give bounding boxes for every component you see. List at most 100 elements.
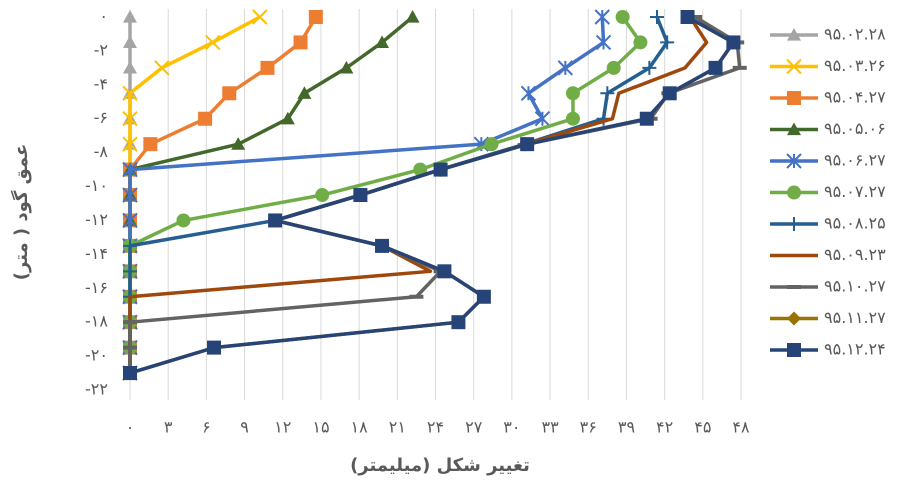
data-point [476,289,491,304]
y-tick-label: -۱۶ [85,278,108,297]
data-point [123,35,137,49]
data-point [205,34,221,51]
series [122,9,268,381]
data-point [198,111,213,126]
y-tick-label: -۱۸ [85,312,108,331]
y-tick-label: -۴ [94,74,108,93]
data-point [639,111,654,126]
data-point [660,35,675,50]
legend-label: ۹۵.۰۹.۲۳ [824,245,886,264]
data-point [122,187,138,203]
x-tick-label: ۴۸ [732,418,750,437]
legend-label: ۹۵.۱۰.۲۷ [824,277,886,296]
data-point [123,10,137,23]
data-point [375,238,390,253]
data-point [375,35,390,49]
data-point [308,10,323,24]
data-point [122,85,138,102]
data-point [222,86,237,101]
data-point [606,60,621,75]
data-point [268,213,283,228]
legend-marker [787,91,801,105]
series [123,10,323,381]
x-tick-label: ۲۱ [389,418,406,437]
legend-label: ۹۵.۰۸.۲۵ [824,214,886,233]
series [123,10,741,381]
data-point [642,60,657,75]
y-tick-label: -۲ [94,40,108,59]
x-tick-label: ۳۶ [580,418,597,437]
legend-marker [786,58,802,75]
x-tick-label: ۳۹ [618,418,635,437]
data-point [280,111,295,125]
x-tick-label: ۲۷ [465,418,483,437]
legend-label: ۹۵.۱۲.۲۴ [824,340,886,359]
data-point [726,35,741,50]
x-tick-label: ۹ [240,418,249,437]
data-point [405,10,420,23]
series-line [128,16,669,374]
data-point [565,86,580,101]
data-point [437,264,452,279]
y-axis-title: عمق گود ( متر) [10,144,32,281]
y-tick-label: -۱۰ [85,176,108,195]
data-point [339,60,354,74]
data-point [122,136,138,152]
data-point [557,60,574,76]
y-tick-label: -۱۲ [85,210,108,229]
legend-label: ۹۵.۰۷.۲۷ [824,182,886,201]
x-tick-label: ۶ [202,418,211,437]
legend-marker [787,343,801,357]
x-tick-label: ۱۸ [351,418,369,437]
legend-label: ۹۵.۰۳.۲۶ [824,56,886,75]
legend-label: ۹۵.۰۶.۲۷ [824,151,886,170]
x-tick-label: ۳۳ [541,418,559,437]
legend-marker [787,311,801,326]
data-point [633,35,648,50]
legend-marker [787,185,801,200]
data-point [484,137,499,152]
legend-marker [787,28,801,41]
x-tick-label: ۰ [126,418,135,437]
x-tick-label: ۳۰ [503,418,520,437]
y-tick-label: -۶ [94,108,108,127]
data-point [123,60,137,74]
data-point [353,188,368,203]
x-tick-label: ۲۴ [427,418,444,437]
data-point [433,162,448,177]
data-point [122,161,138,178]
series [123,10,675,381]
x-tick-label: ۱۲ [274,418,291,437]
data-point [649,10,664,24]
y-tick-label: -۸ [94,142,109,161]
x-tick-label: ۴۵ [694,418,711,437]
data-point [260,60,275,75]
data-point [154,60,170,76]
data-point [615,10,630,24]
data-point [662,86,677,101]
data-point [123,238,137,253]
y-tick-label: -۲۰ [85,346,108,365]
legend-label: ۹۵.۱۱.۲۷ [824,308,886,327]
data-point [708,60,723,75]
y-tick-label: ۰ [99,7,108,26]
data-point [123,264,137,279]
series [123,15,747,376]
legend-marker [787,217,801,231]
data-point [534,111,551,127]
data-point [122,111,138,127]
data-point [123,366,137,381]
legend-marker [786,153,802,169]
x-axis-title: تغییر شکل (میلیمتر) [350,455,530,476]
data-point [451,315,466,330]
legend-marker [787,122,801,136]
data-point [252,9,268,25]
data-point [520,137,535,152]
x-tick-label: ۳ [164,418,173,437]
data-point [594,9,610,25]
data-point [315,188,330,203]
x-tick-label: ۴۲ [656,418,673,437]
data-point [595,34,612,51]
y-tick-label: -۱۴ [85,244,108,263]
